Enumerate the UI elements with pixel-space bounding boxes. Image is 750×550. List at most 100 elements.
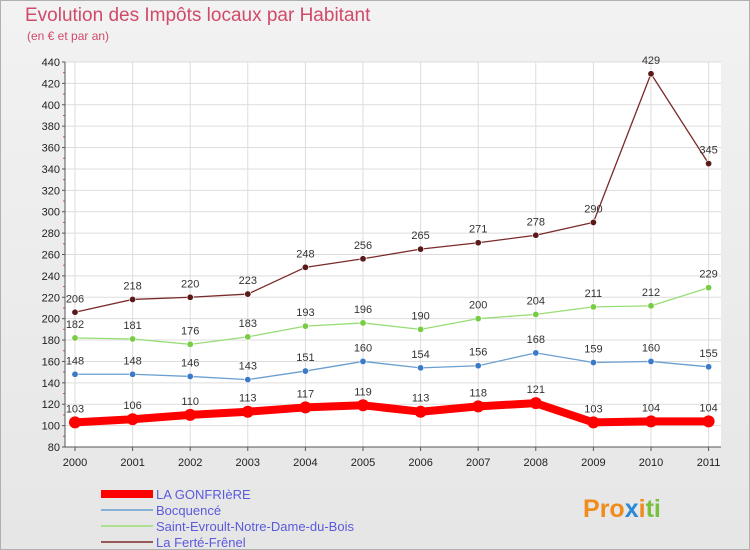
data-label: 429 xyxy=(642,55,660,67)
series-line xyxy=(71,399,713,427)
data-point xyxy=(417,325,425,333)
data-point xyxy=(702,415,715,428)
data-label: 278 xyxy=(527,216,545,228)
data-point xyxy=(705,160,713,168)
data-point xyxy=(71,334,79,342)
data-point xyxy=(241,405,254,418)
data-point xyxy=(186,293,194,301)
y-tick-label: 80 xyxy=(48,442,60,454)
data-label: 148 xyxy=(123,355,141,367)
data-point xyxy=(186,340,194,348)
series-line xyxy=(74,352,710,381)
data-point xyxy=(417,245,425,253)
y-tick-label: 160 xyxy=(42,356,60,368)
y-tick-label: 360 xyxy=(42,143,60,155)
data-point xyxy=(244,376,252,384)
data-point xyxy=(357,399,369,412)
data-point xyxy=(532,231,540,239)
data-label: 110 xyxy=(181,396,199,408)
x-tick-label: 2011 xyxy=(697,457,721,469)
y-tick-label: 220 xyxy=(42,292,60,304)
data-label: 223 xyxy=(239,275,257,287)
data-label: 146 xyxy=(181,357,199,369)
data-label: 196 xyxy=(354,304,372,316)
data-point xyxy=(69,416,81,429)
data-label: 119 xyxy=(354,386,372,398)
data-label: 121 xyxy=(527,384,545,396)
y-tick-label: 200 xyxy=(42,314,60,326)
data-label: 103 xyxy=(584,403,602,415)
y-tick-label: 120 xyxy=(42,399,60,411)
data-label: 218 xyxy=(123,280,141,292)
data-point xyxy=(301,263,309,271)
data-point xyxy=(414,405,427,418)
data-point xyxy=(589,218,597,226)
x-tick-label: 2006 xyxy=(408,457,432,469)
proxiti-logo: Proxiti xyxy=(583,495,661,523)
y-tick-label: 300 xyxy=(42,207,60,219)
y-tick-label: 180 xyxy=(42,335,60,347)
legend-label: LA GONFRIèRE xyxy=(156,487,251,502)
data-point xyxy=(71,370,79,378)
data-label: 118 xyxy=(469,387,487,399)
data-label: 206 xyxy=(66,293,84,305)
data-point xyxy=(589,359,597,367)
y-tick-label: 100 xyxy=(42,421,60,433)
data-label: 271 xyxy=(469,224,487,236)
series-line xyxy=(74,73,710,313)
data-label: 212 xyxy=(642,287,660,299)
data-label: 229 xyxy=(699,269,717,281)
data-point xyxy=(705,284,713,292)
x-tick-label: 2000 xyxy=(63,457,87,469)
data-label: 117 xyxy=(297,388,315,400)
data-label: 159 xyxy=(584,344,602,356)
data-point xyxy=(359,357,367,365)
data-point xyxy=(126,413,139,426)
y-tick-label: 140 xyxy=(42,378,60,390)
x-tick-label: 2010 xyxy=(639,457,663,469)
data-label: 265 xyxy=(411,230,429,242)
data-label: 113 xyxy=(239,393,257,405)
y-tick-label: 320 xyxy=(42,185,60,197)
y-tick-label: 380 xyxy=(42,121,60,133)
x-tick-label: 2001 xyxy=(120,457,144,469)
y-tick-label: 340 xyxy=(42,164,60,176)
data-point xyxy=(532,310,540,318)
data-label: 103 xyxy=(66,403,84,415)
data-point xyxy=(244,333,252,341)
data-label: 160 xyxy=(642,342,660,354)
data-label: 113 xyxy=(412,393,430,405)
data-point xyxy=(529,397,542,410)
data-point xyxy=(129,295,137,303)
data-label: 148 xyxy=(66,355,84,367)
y-tick-label: 260 xyxy=(42,250,60,262)
x-tick-label: 2007 xyxy=(466,457,490,469)
data-label: 181 xyxy=(123,320,141,332)
data-point xyxy=(532,349,540,357)
data-point xyxy=(647,357,655,365)
data-point xyxy=(474,362,482,370)
data-label: 168 xyxy=(527,334,545,346)
data-label: 151 xyxy=(296,352,314,364)
data-point xyxy=(301,367,309,375)
y-tick-label: 440 xyxy=(42,57,60,69)
data-point xyxy=(186,372,194,380)
data-label: 160 xyxy=(354,342,372,354)
data-label: 156 xyxy=(469,347,487,359)
data-point xyxy=(645,415,657,428)
data-point xyxy=(299,401,312,414)
data-point xyxy=(71,308,79,316)
chart-title: Evolution des Impôts locaux par Habitant xyxy=(25,5,371,26)
chart-subtitle: (en € et par an) xyxy=(27,29,110,43)
data-label: 143 xyxy=(239,361,257,373)
data-point xyxy=(244,290,252,298)
data-point xyxy=(184,408,197,421)
x-tick-label: 2003 xyxy=(236,457,260,469)
data-label: 183 xyxy=(239,318,257,330)
data-label: 104 xyxy=(699,402,717,414)
data-point xyxy=(472,400,485,413)
data-label: 193 xyxy=(296,307,314,319)
x-tick-label: 2002 xyxy=(178,457,202,469)
series-line xyxy=(74,287,710,345)
